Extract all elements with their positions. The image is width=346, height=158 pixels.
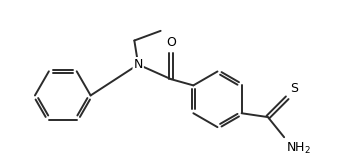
Text: S: S — [290, 82, 298, 95]
Text: NH$_2$: NH$_2$ — [286, 141, 311, 156]
Text: N: N — [134, 58, 143, 71]
Text: O: O — [166, 36, 176, 49]
